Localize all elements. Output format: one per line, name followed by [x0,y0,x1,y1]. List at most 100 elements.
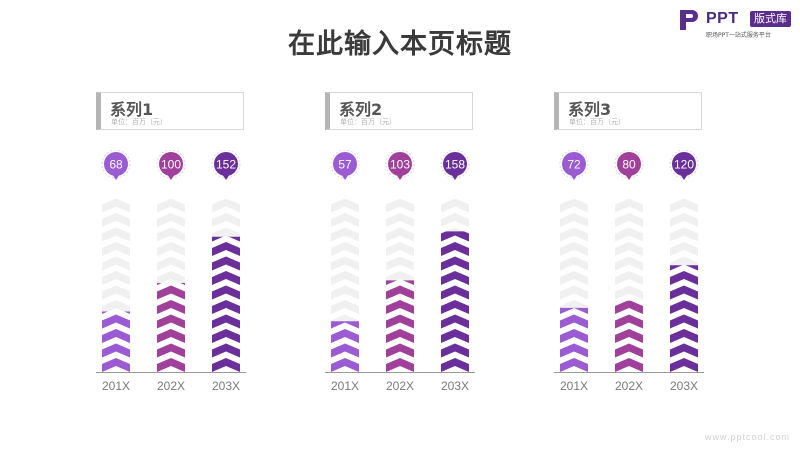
track-chevron [331,242,359,256]
footer-url: www.pptcool.com [704,432,790,442]
bar-group-203X: 158 203X [440,150,470,390]
bar-chevron [212,314,240,329]
bar-chevron [102,358,130,372]
track-chevron [331,285,359,300]
chart-3: 72 201X 80 202X 120 203X [554,150,704,390]
track-chevron [560,271,588,285]
bar-chevron [386,300,414,314]
value-bubble-pointer [396,174,404,180]
bar-chevron [441,300,469,314]
data-label: 103 [390,158,410,172]
logo-tagline: 职场PPT一站式服务平台 [706,32,771,39]
chart-panel-2: 系列2 单位：百万（元） 57 201X 103 202X 158 203X [325,92,555,402]
bar-chevron [441,256,469,271]
data-label: 57 [338,158,352,172]
logo-word: PPT [706,10,739,27]
bar-chevron [670,314,698,329]
track-chevron [441,198,469,213]
track-chevron [615,256,643,271]
track-chevron [157,227,185,242]
track-chevron [670,213,698,227]
bar-chevron [441,358,469,372]
track-chevron [331,198,359,213]
track-chevron [386,213,414,227]
value-bubble-pointer [680,174,688,180]
bar-chevron [331,343,359,358]
bar-chevron [386,285,414,300]
track-chevron [615,213,643,227]
bar-chevron [441,285,469,300]
bar-chevron [615,358,643,372]
track-chevron [102,300,130,314]
value-bubble [562,152,586,176]
bar-chevron [212,285,240,300]
series-unit: 单位：百万（元） [569,118,625,126]
value-bubble [104,152,128,176]
track-chevron [157,213,185,227]
bar-chevron [670,300,698,314]
x-tick-label: 203X [441,379,469,390]
x-tick-label: 203X [212,379,240,390]
bar-chevron [212,242,240,256]
series-title: 系列1 [110,100,154,119]
track-chevron [157,242,185,256]
value-bubble [672,152,696,176]
bar-chevron [157,300,185,314]
value-bubble [214,152,238,176]
bar-chevron [560,343,588,358]
chart-panel-3: 系列3 单位：百万（元） 72 201X 80 202X 120 203X [554,92,784,402]
series-title: 系列3 [568,100,612,119]
series-unit: 单位：百万（元） [111,118,167,126]
bar-group-201X: 72 201X [559,150,589,390]
logo-p-icon [680,10,698,30]
bar-chevron [386,343,414,358]
x-tick-label: 201X [331,379,359,390]
bar-chevron [670,265,698,271]
bar-chevron [615,314,643,329]
track-chevron [102,271,130,285]
bar-chevron [102,314,130,329]
track-chevron [560,256,588,271]
series-label-box: 系列2 单位：百万（元） [325,92,473,130]
track-chevron [331,227,359,242]
track-chevron [212,213,240,227]
bar-chevron [560,307,588,314]
bar-chevron [212,343,240,358]
bar-chevron [331,329,359,343]
track-chevron [560,227,588,242]
bar-chevron [212,236,240,242]
value-bubble-pointer [625,174,633,180]
bar-chevron [670,329,698,343]
data-label: 152 [216,158,236,172]
track-chevron [386,256,414,271]
track-chevron [615,227,643,242]
bar-chevron [212,329,240,343]
bar-chevron [157,283,185,285]
bar-chevron [157,329,185,343]
bar-chevron [386,358,414,372]
data-label: 100 [161,158,181,172]
bar-chevron [212,271,240,285]
data-label: 72 [567,158,581,172]
value-bubble [159,152,183,176]
bar-chevron [441,231,469,242]
bar-chevron [441,343,469,358]
bar-chevron [615,300,643,314]
bar-chevron [386,314,414,329]
track-chevron [102,256,130,271]
bar-chevron [670,343,698,358]
page-title: 在此输入本页标题 [288,29,512,60]
track-chevron [102,213,130,227]
x-tick-label: 201X [560,379,588,390]
bar-chevron [615,329,643,343]
value-bubble [388,152,412,176]
chart-panel-1: 系列1 单位：百万（元） 68 201X 100 202X 152 203X [96,92,326,402]
bar-chevron [386,280,414,285]
bar-chevron [157,314,185,329]
bar-chevron [560,329,588,343]
track-chevron [102,198,130,213]
track-chevron [670,227,698,242]
x-tick-label: 203X [670,379,698,390]
bar-chevron [441,314,469,329]
track-chevron [441,213,469,227]
